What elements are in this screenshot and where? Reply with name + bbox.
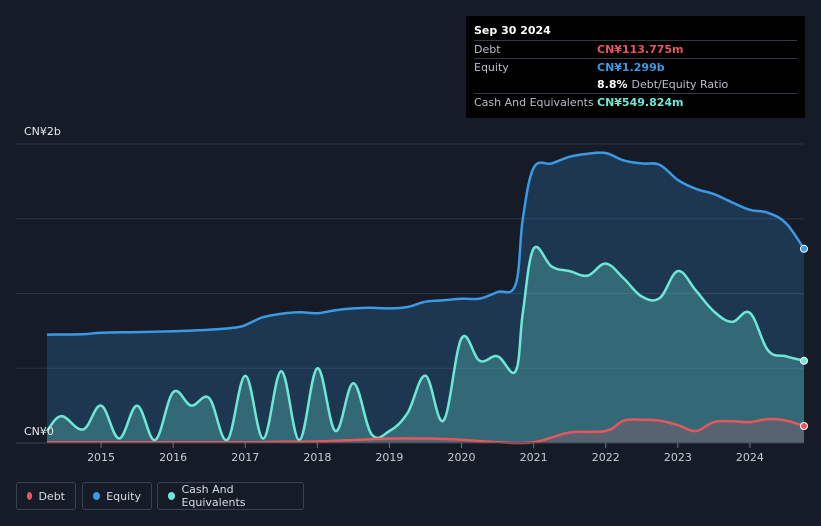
- y-tick-label-zero: CN¥0: [24, 425, 54, 438]
- tooltip-row-equity: Equity CN¥1.299b: [474, 58, 797, 76]
- x-tick-label-2022: 2022: [592, 451, 620, 464]
- x-tick-label-2023: 2023: [664, 451, 692, 464]
- y-tick-label-top: CN¥2b: [24, 125, 61, 138]
- legend-cash-label: Cash And Equivalents: [181, 483, 246, 509]
- x-tick-label-2018: 2018: [303, 451, 331, 464]
- tooltip-ratio-label: Debt/Equity Ratio: [631, 78, 729, 91]
- cash-area: [47, 246, 804, 443]
- tooltip-cash-value: CN¥549.824m: [597, 96, 684, 109]
- cash-line: [46, 245, 805, 442]
- cash-endpoint: [800, 356, 808, 365]
- x-tick-label-2015: 2015: [87, 451, 115, 464]
- legend-debt-label: Debt: [38, 489, 65, 503]
- legend-item-cash[interactable]: Cash And Equivalents: [157, 482, 304, 510]
- series-layer: [46, 151, 808, 445]
- legend-item-equity[interactable]: Equity: [82, 482, 152, 510]
- legend-equity-label: Equity: [106, 489, 141, 503]
- x-tick-label-2017: 2017: [231, 451, 259, 464]
- debt-dot-icon: [27, 492, 33, 500]
- debt-endpoint: [800, 421, 808, 430]
- tooltip-debt-value: CN¥113.775m: [597, 43, 684, 56]
- tooltip-debt-label: Debt: [474, 43, 501, 56]
- equity-dot-icon: [93, 492, 101, 500]
- equity-line: [46, 151, 806, 336]
- tooltip-equity-value: CN¥1.299b: [597, 61, 665, 74]
- tooltip-ratio-spacer: [474, 76, 597, 93]
- debt-line: [46, 417, 805, 445]
- x-tick-label-2020: 2020: [448, 451, 476, 464]
- data-tooltip: Sep 30 2024 Debt CN¥113.775m Equity CN¥1…: [466, 16, 805, 118]
- tooltip-date: Sep 30 2024: [474, 24, 551, 37]
- tooltip-equity-label: Equity: [474, 61, 509, 74]
- x-tick-label-2019: 2019: [375, 451, 403, 464]
- tooltip-cash-label: Cash And Equivalents: [474, 96, 594, 109]
- equity-area: [47, 152, 804, 443]
- tooltip-row-cash: Cash And Equivalents CN¥549.824m: [474, 93, 797, 111]
- x-tick-label-2024: 2024: [736, 451, 764, 464]
- x-tick-label-2021: 2021: [520, 451, 548, 464]
- legend-item-debt[interactable]: Debt: [16, 482, 76, 510]
- equity-endpoint: [800, 244, 808, 253]
- x-tick-label-2016: 2016: [159, 451, 187, 464]
- cash-dot-icon: [168, 492, 176, 500]
- tooltip-row-ratio: 8.8% Debt/Equity Ratio: [474, 76, 797, 93]
- x-axis: 2015 2016 2017 2018 2019 2020 2021 2022 2023 2024: [16, 442, 804, 464]
- tooltip-ratio-value: 8.8%: [597, 78, 628, 91]
- tooltip-row-debt: Debt CN¥113.775m: [474, 40, 797, 58]
- debt-area: [47, 419, 804, 444]
